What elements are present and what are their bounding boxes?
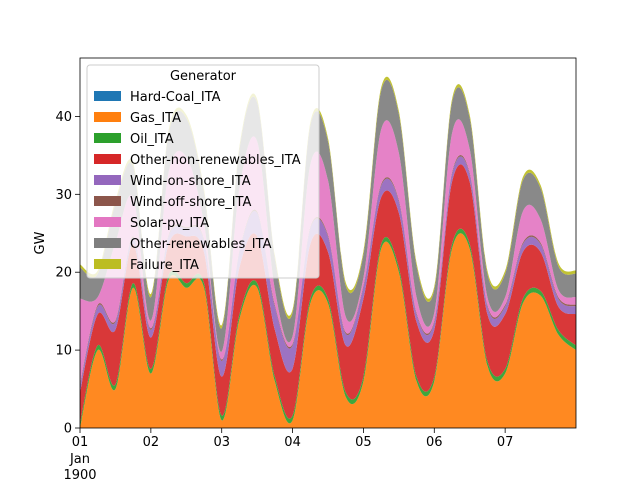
- x-sublabel: Jan: [69, 452, 90, 467]
- legend-entry: Hard-Coal_ITA: [130, 90, 221, 105]
- y-axis: 0 10 20 30 40: [55, 110, 80, 437]
- legend-title: Generator: [170, 69, 237, 84]
- legend-entry: Solar-pv_ITA: [130, 216, 209, 231]
- legend-swatch: [94, 112, 121, 122]
- legend-swatch: [94, 154, 121, 164]
- y-axis-label: GW: [33, 231, 48, 254]
- area-gas-ita: [80, 233, 576, 428]
- legend-entry: Oil_ITA: [130, 132, 174, 147]
- x-tick-label: 04: [284, 435, 301, 450]
- x-tick-label: 01: [72, 435, 89, 450]
- legend-box: [86, 64, 320, 279]
- legend-entry: Gas_ITA: [130, 111, 181, 126]
- legend-swatch: [94, 217, 121, 227]
- area-other-non-renewables-ita: [80, 164, 576, 424]
- y-tick-label: 30: [55, 188, 72, 203]
- y-tick-label: 10: [55, 344, 72, 359]
- x-tick-label: 02: [143, 435, 160, 450]
- legend: Generator Hard-Coal_ITA Gas_ITA Oil_ITA Othe…: [86, 64, 320, 279]
- x-tick-label: 06: [426, 435, 443, 450]
- x-tick-label: 03: [213, 435, 230, 450]
- y-tick-label: 20: [55, 266, 72, 281]
- legend-swatch: [94, 259, 121, 269]
- legend-swatch: [94, 238, 121, 248]
- x-tick-label: 05: [355, 435, 372, 450]
- legend-entry: Other-non-renewables_ITA: [130, 153, 301, 168]
- x-tick-label: 07: [497, 435, 514, 450]
- legend-swatch: [94, 196, 121, 206]
- legend-entry: Wind-on-shore_ITA: [130, 174, 251, 189]
- legend-entry: Other-renewables_ITA: [130, 237, 272, 252]
- legend-swatch: [94, 91, 121, 101]
- y-tick-label: 40: [55, 110, 72, 125]
- legend-entry: Wind-off-shore_ITA: [130, 195, 251, 210]
- plot-frame: [79, 57, 577, 429]
- y-tick-label: 0: [64, 422, 72, 437]
- legend-swatch: [94, 175, 121, 185]
- legend-swatch: [94, 133, 121, 143]
- x-sublabel: 1900: [63, 468, 96, 480]
- legend-entry: Failure_ITA: [130, 258, 199, 273]
- area-layers: [80, 76, 576, 428]
